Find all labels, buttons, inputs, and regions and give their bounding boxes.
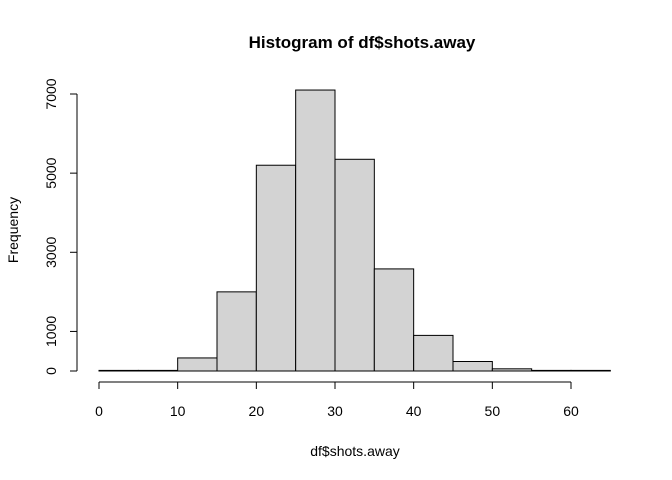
y-axis: 0 1000 3000 5000 7000 xyxy=(43,78,78,375)
x-tick-label: 10 xyxy=(170,403,186,419)
x-tick-label: 40 xyxy=(406,403,422,419)
histogram-bar xyxy=(413,334,454,372)
histogram-bar xyxy=(216,291,257,372)
bars-group xyxy=(98,89,611,372)
histogram-bar xyxy=(137,369,179,372)
histogram-bar xyxy=(373,268,415,372)
y-tick-label: 5000 xyxy=(43,157,59,188)
x-axis-label: df$shots.away xyxy=(310,443,400,459)
x-axis: 0 10 20 30 40 50 60 xyxy=(95,381,579,419)
x-tick-label: 20 xyxy=(249,403,265,419)
histogram-bar xyxy=(177,357,218,372)
y-axis-label: Frequency xyxy=(5,197,21,263)
histogram-bar xyxy=(334,158,375,372)
histogram-bar xyxy=(452,361,493,372)
histogram-bar xyxy=(255,164,297,372)
x-tick-label: 30 xyxy=(327,403,343,419)
y-tick-label: 1000 xyxy=(43,316,59,347)
histogram-bar xyxy=(570,369,611,372)
y-tick-label: 3000 xyxy=(43,237,59,268)
histogram-bar xyxy=(98,369,139,372)
y-tick-label: 7000 xyxy=(43,78,59,109)
histogram-bar xyxy=(491,368,533,372)
x-tick-label: 50 xyxy=(485,403,501,419)
histogram-bar xyxy=(295,89,336,372)
x-tick-label: 0 xyxy=(95,403,103,419)
x-tick-label: 60 xyxy=(563,403,579,419)
histogram-bar xyxy=(531,369,572,372)
chart-title: Histogram of df$shots.away xyxy=(249,33,476,52)
y-tick-label: 0 xyxy=(43,367,59,375)
